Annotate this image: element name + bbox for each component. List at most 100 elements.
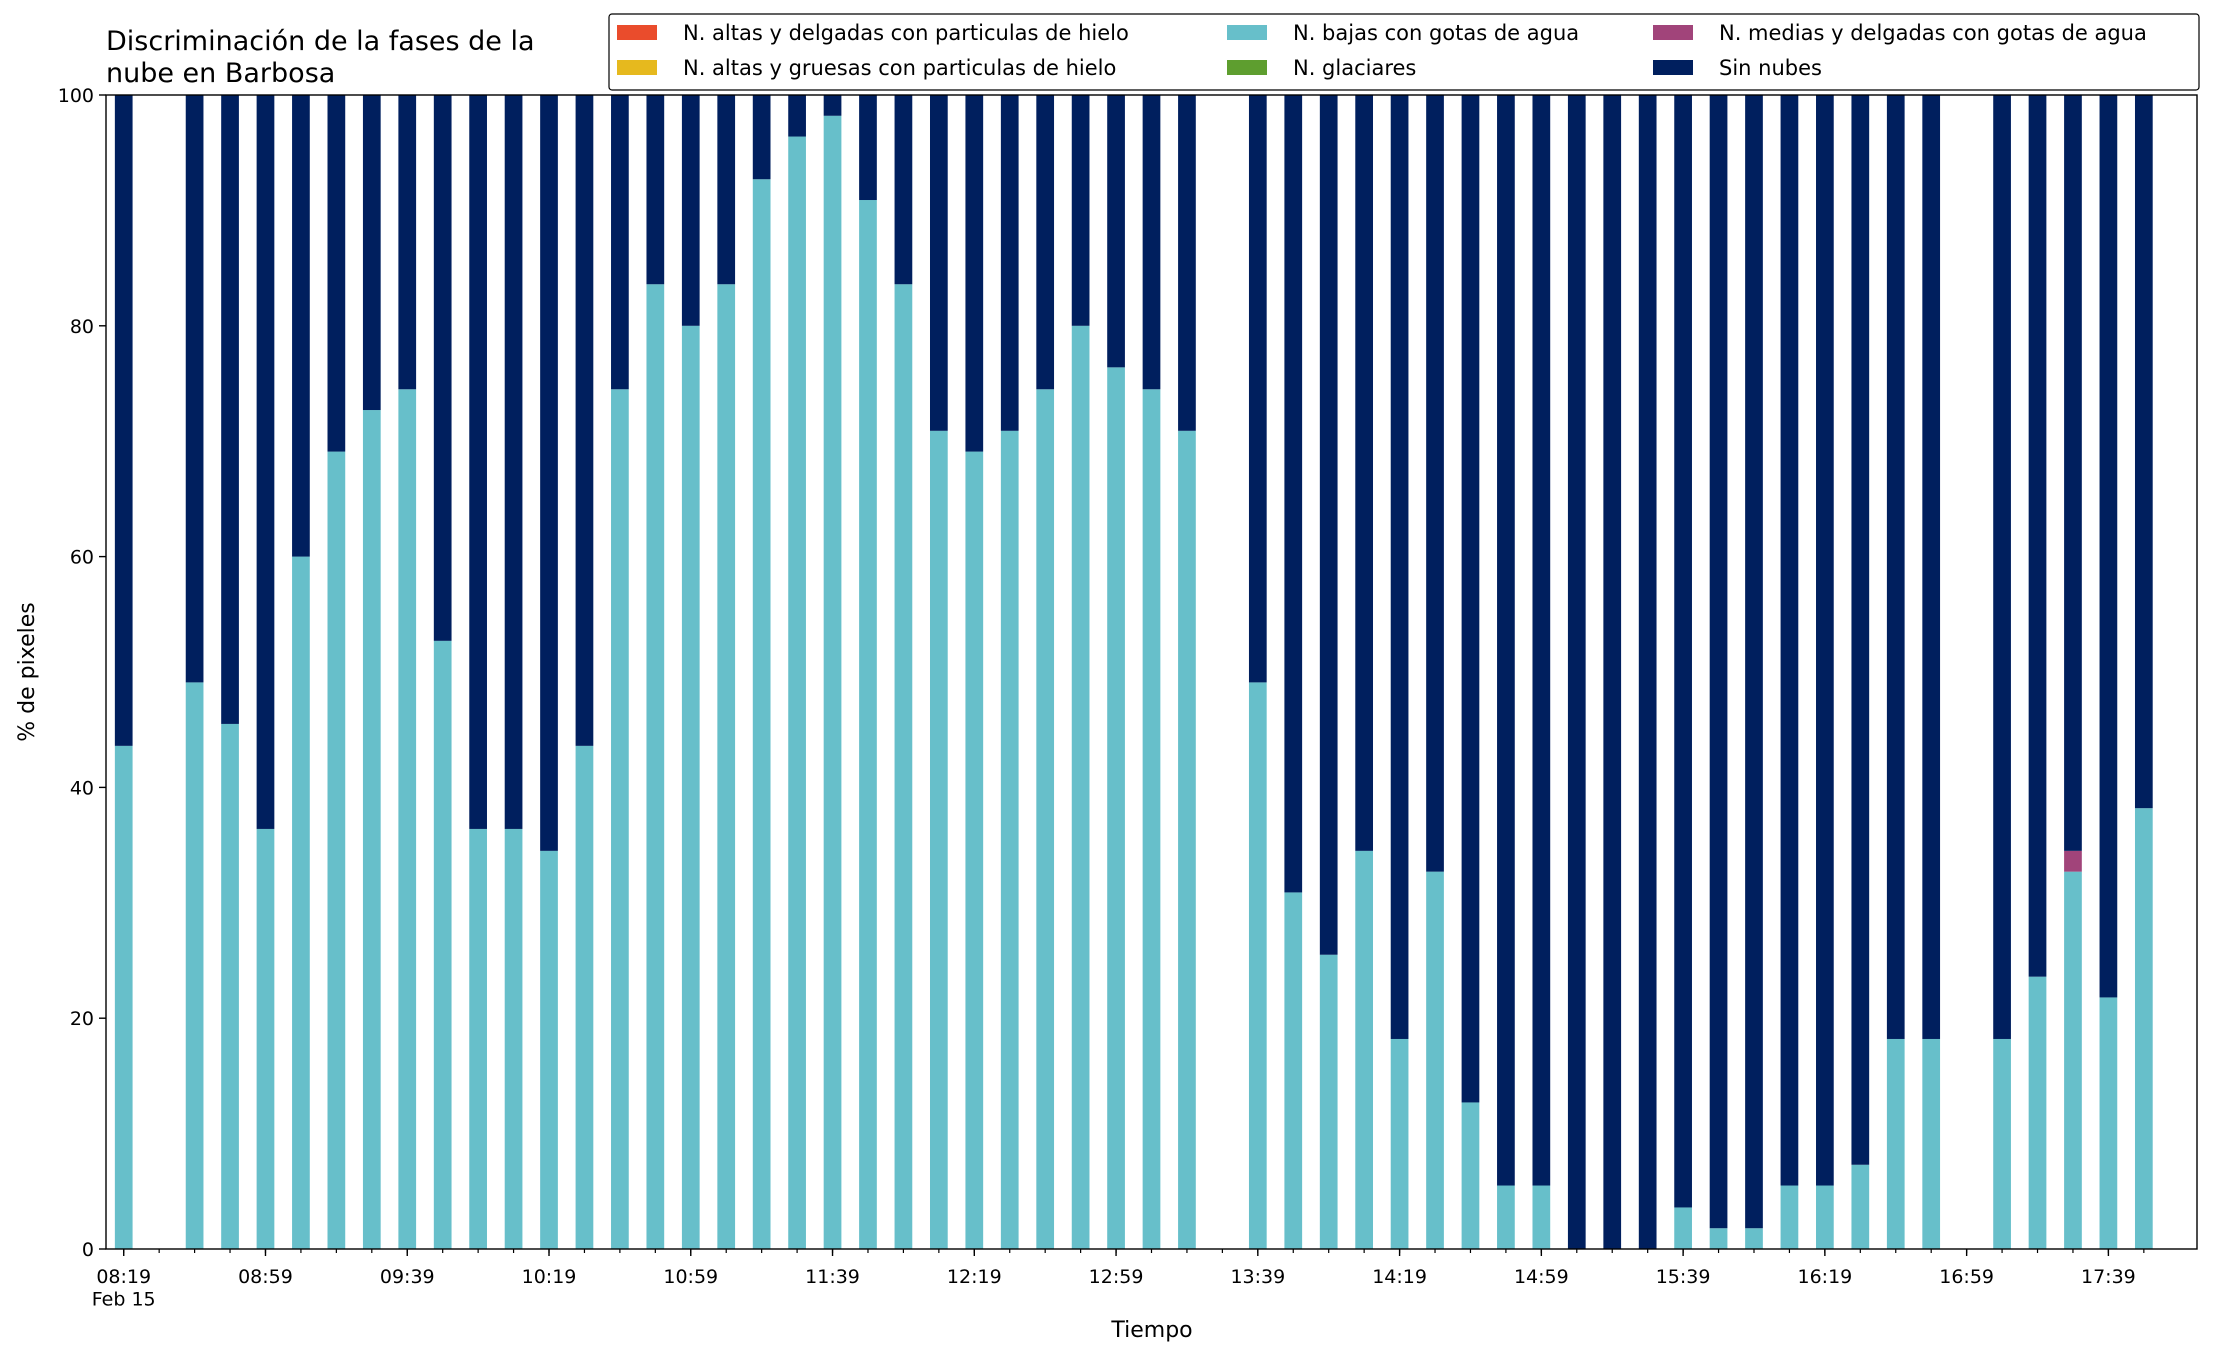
bar-segment (575, 745, 594, 1249)
bar-segment (1780, 95, 1799, 1186)
bar-segment (504, 828, 523, 1249)
x-tick-label: 12:19 (947, 1266, 1002, 1288)
bar-segment (646, 95, 665, 285)
bar-segment (2064, 871, 2082, 1249)
bar-segment (398, 389, 417, 1249)
legend-swatch (617, 60, 657, 75)
bar-segment (1674, 1207, 1692, 1249)
bar-segment (1390, 1038, 1409, 1249)
legend-swatch (1653, 25, 1693, 40)
bar-segment (1426, 871, 1444, 1249)
bar-segment (1248, 682, 1267, 1249)
bar-segment (1248, 95, 1267, 683)
legend-label: N. medias y delgadas con gotas de agua (1719, 21, 2147, 45)
bar-segment (1709, 95, 1728, 1229)
bar-segment (540, 95, 558, 851)
bar-segment (1036, 95, 1055, 390)
bar-segment (2134, 95, 2153, 809)
y-axis-label: % de pixeles (15, 602, 40, 741)
bar-segment (221, 723, 239, 1249)
bar-segment (2028, 976, 2047, 1249)
x-tick-label: 09:39 (380, 1266, 435, 1288)
bar-segment (788, 136, 806, 1250)
bar-segment (1071, 95, 1090, 326)
bar-segment (1816, 95, 1834, 1186)
bar-segment (1142, 389, 1161, 1249)
bar-segment (504, 95, 523, 829)
legend-swatch (1227, 60, 1267, 75)
bar-segment (611, 389, 629, 1249)
legend-label: N. bajas con gotas de agua (1293, 21, 1579, 45)
x-tick-label: 11:39 (805, 1266, 860, 1288)
y-tick-label: 20 (70, 1008, 94, 1030)
bar-segment (1107, 367, 1125, 1249)
bar-segment (1638, 95, 1657, 1249)
legend-label: Sin nubes (1719, 56, 1822, 80)
x-tick-label: 13:39 (1230, 1266, 1285, 1288)
legend-swatch (617, 25, 657, 40)
bar-segment (1426, 95, 1444, 872)
bar-segment (575, 95, 594, 746)
y-tick-label: 40 (70, 777, 94, 799)
bar-segment (1284, 892, 1303, 1249)
bar-segment (433, 640, 452, 1249)
y-tick-label: 80 (70, 316, 94, 338)
bar-segment (1497, 95, 1515, 1186)
bar-segment (469, 828, 487, 1249)
chart-title: Discriminación de la fases de la nube en … (106, 26, 535, 89)
bar-segment (929, 95, 948, 431)
x-axis-label: Tiempo (1110, 1318, 1192, 1343)
x-tick-label: 08:59 (238, 1266, 293, 1288)
bar-segment (646, 284, 665, 1250)
bar-segment (292, 556, 310, 1249)
bar-segment (256, 828, 275, 1249)
bar-segment (681, 325, 700, 1249)
bar-segment (1745, 1228, 1763, 1249)
bar-segment (1922, 95, 1941, 1039)
bar-segment (1461, 1102, 1480, 1249)
x-tick-label: 14:59 (1514, 1266, 1569, 1288)
bar-segment (1745, 95, 1763, 1229)
plot-frame (105, 94, 2198, 1250)
bar-segment (1674, 95, 1692, 1208)
legend-label: N. altas y delgadas con particulas de hi… (683, 21, 1129, 45)
legend-swatch (1227, 25, 1267, 40)
bar-segment (681, 95, 700, 326)
x-tick-label: 15:39 (1656, 1266, 1711, 1288)
bar-segment (823, 95, 842, 116)
bar-segment (717, 95, 736, 285)
bar-segment (1851, 1164, 1870, 1249)
bar-segment (327, 95, 346, 452)
bar-segment (894, 284, 913, 1250)
bar-segment (1319, 95, 1338, 955)
bar-segment (2099, 997, 2118, 1249)
bar-segment (1355, 850, 1374, 1249)
bar-segment (1178, 95, 1196, 431)
bar-segment (859, 95, 877, 201)
x-tick-label: 17:39 (2081, 1266, 2136, 1288)
bar-segment (1284, 95, 1303, 893)
bar-segment (1816, 1185, 1834, 1249)
legend-swatch (1653, 60, 1693, 75)
bar-segment (1107, 95, 1125, 368)
bar-segment (362, 95, 381, 411)
x-tick-label: 10:59 (663, 1266, 718, 1288)
bar-segment (752, 95, 771, 180)
x-tick-label: 16:19 (1797, 1266, 1852, 1288)
bar-segment (2064, 850, 2082, 872)
bar-segment (185, 95, 204, 683)
bar-segment (1709, 1228, 1728, 1249)
bar-segment (1851, 95, 1870, 1165)
legend-label: N. glaciares (1293, 56, 1416, 80)
bar-segment (114, 745, 133, 1249)
y-tick-label: 0 (82, 1239, 94, 1261)
bar-segment (221, 95, 239, 724)
bar-segment (1567, 95, 1586, 1249)
bar-segment (859, 200, 877, 1249)
bar-segment (1000, 95, 1019, 431)
bar-segment (1497, 1185, 1515, 1249)
bar-segment (1178, 430, 1196, 1250)
bar-segment (929, 430, 948, 1250)
x-tick-label: 10:19 (522, 1266, 577, 1288)
